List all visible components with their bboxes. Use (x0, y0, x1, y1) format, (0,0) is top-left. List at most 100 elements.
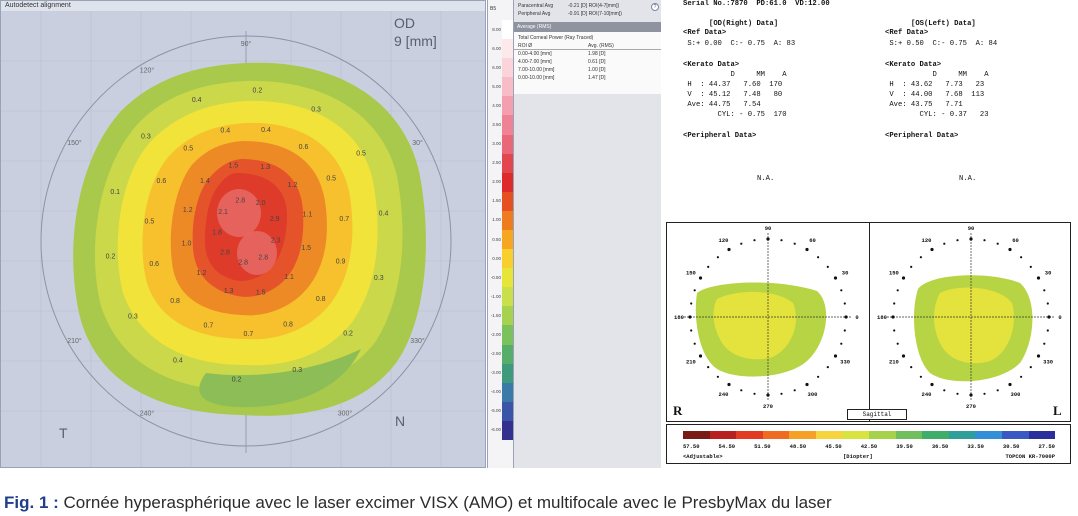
scale-value: 6.00 (492, 64, 501, 70)
scale-swatch (502, 382, 514, 403)
ring-value: 0.9 (336, 258, 346, 265)
sagittal-tick (843, 329, 846, 332)
scale-swatch (502, 58, 514, 78)
od-v: V : 45.12 7.48 80 (683, 91, 783, 99)
scale-swatch (502, 401, 514, 422)
legend-swatch (869, 431, 896, 439)
scale-value: -5.00 (490, 408, 501, 414)
caption-text: Cornée hyperasphérique avec le laser exc… (58, 493, 832, 512)
scale-swatch (502, 230, 514, 250)
scale-swatch (502, 306, 514, 326)
table-cell: 0.61 [D] (588, 59, 606, 65)
ring-value: 0.2 (106, 254, 116, 261)
legend-swatch (895, 431, 923, 439)
scale-top-label: B5 (490, 6, 497, 12)
col-avg: Avg. (RMS) (588, 43, 614, 49)
od-ave: Ave: 44.75 7.54 (683, 101, 761, 109)
sagittal-angle-label: 150 (889, 270, 899, 277)
sagittal-angle-label: 90 (765, 225, 772, 232)
sagittal-tick (707, 265, 710, 268)
ring-value: 0.1 (110, 189, 120, 196)
ring-value: 0.2 (253, 88, 263, 95)
sagittal-tick (930, 247, 934, 252)
os-ref-line: S:+ 0.50 C:- 0.75 A: 84 (885, 40, 998, 48)
sagittal-zone-inner (713, 291, 797, 360)
left-eye-letter: L (1053, 403, 1062, 418)
ring-value: 2.9 (270, 216, 280, 223)
sagittal-tick (766, 393, 770, 397)
sagittal-tick (1046, 302, 1049, 305)
legend-values: 57.50 54.50 51.50 48.50 45.50 42.50 39.50 36.50… (683, 443, 1055, 450)
sagittal-tick (969, 393, 973, 397)
table-cell: 0.00-4.00 [mm] (518, 51, 552, 57)
sagittal-tick (996, 242, 999, 245)
sagittal-angle-label: 150 (686, 270, 696, 277)
ring-value: 0.2 (232, 377, 242, 384)
scale-value: 3.00 (492, 141, 501, 147)
legend-value: 36.50 (931, 443, 949, 450)
adjustable-label: <Adjustable> (683, 453, 723, 460)
ring-value: 1.2 (288, 182, 298, 189)
average-header[interactable]: Average (RMS) (514, 22, 662, 32)
ring-value: 0.3 (141, 133, 151, 140)
scale-value: 2.50 (492, 160, 501, 166)
ring-value: 0.4 (173, 357, 183, 364)
sagittal-tick (740, 242, 743, 245)
sagittal-tick (901, 354, 906, 358)
sagittal-angle-label: 120 (922, 237, 932, 244)
legend-swatch (789, 431, 816, 439)
topography-contours (73, 62, 426, 416)
paracentral-row: Paracentral Avg -0.21 [D] ROI(4-7[mm]) (514, 2, 662, 10)
scale-swatch (502, 191, 514, 212)
sagittal-tick (840, 342, 843, 345)
scale-swatch (502, 210, 514, 231)
nasal-label: N (395, 413, 406, 429)
os-na: N.A. (959, 175, 977, 183)
table-title: Total Corneal Power (Ray Traced) (518, 35, 594, 41)
power-table: Total Corneal Power (Ray Traced) ROI Ø A… (514, 32, 662, 94)
sagittal-tick (910, 265, 913, 268)
ring-value: 0.4 (220, 128, 230, 135)
scale-swatch (502, 344, 514, 365)
os-kerato-header: D MM A (885, 71, 989, 79)
topography-map: 2.3 2.8 2.8 2.8 1.8 2.1 2.8 2.0 2.9 1.5 1.1 1.5 1.3 1… (1, 1, 485, 467)
sagittal-maps: 90 120 60 150 30 180 0 210 330 240 300 270 90 120 60 1… (666, 222, 1071, 422)
scale-value: 3.50 (492, 122, 501, 127)
sagittal-angle-label: 30 (842, 270, 849, 277)
ring-values: 2.3 2.8 2.8 2.8 1.8 2.1 2.8 2.0 2.9 1.5 1.1 1.5 1.3 1… (106, 88, 389, 384)
scale-value: 0.00 (492, 255, 501, 261)
ring-value: 0.6 (157, 178, 167, 185)
sagittal-tick (1020, 256, 1023, 259)
ring-value: 2.3 (271, 237, 281, 244)
figure-caption: Fig. 1 : Cornée hyperasphérique avec le … (4, 493, 1078, 513)
sagittal-tick (707, 366, 710, 369)
sagittal-angle-label: 210 (686, 359, 696, 366)
sagittal-mode-label: Sagittal (847, 409, 907, 420)
sagittal-angle-label: 300 (808, 391, 818, 398)
table-row: 7.00-10.00 [mm] 1.00 [D] (514, 66, 662, 74)
keratometer-printout: Serial No.:7870 PD:61.0 VD:12.00 [OD(Rig… (661, 0, 1078, 468)
scale-swatch (502, 172, 514, 193)
sagittal-tick (956, 239, 959, 242)
sagittal-tick (1043, 342, 1046, 345)
angle-label: 210° (67, 337, 82, 345)
sagittal-tick (893, 329, 896, 332)
sagittal-tick (817, 375, 820, 378)
legend-color-bar (683, 431, 1056, 439)
angle-label: 150° (67, 139, 82, 147)
scale-swatch (502, 363, 514, 384)
angle-label: 300° (338, 410, 353, 418)
sagittal-tick (817, 256, 820, 259)
sagittal-angle-label: 240 (922, 391, 932, 398)
sagittal-map-right: 90 120 60 150 30 180 0 210 330 240 300 270 (674, 225, 859, 410)
color-scale: B5 8.00 6.00 6.00 5.00 4.00 3.50 3.00 2.50 2.00 1… (487, 0, 514, 468)
ring-value: 1.8 (212, 230, 222, 237)
sagittal-tick (943, 242, 946, 245)
sagittal-tick (901, 276, 906, 280)
table-header-row: ROI Ø Avg. (RMS) (514, 42, 662, 50)
info-icon[interactable]: ? (651, 3, 659, 11)
os-cyl: CYL: - 0.37 23 (885, 111, 989, 119)
topography-titlebar[interactable]: Autodetect alignment (1, 1, 485, 11)
sagittal-tick (740, 389, 743, 392)
sagittal-tick (690, 329, 693, 332)
